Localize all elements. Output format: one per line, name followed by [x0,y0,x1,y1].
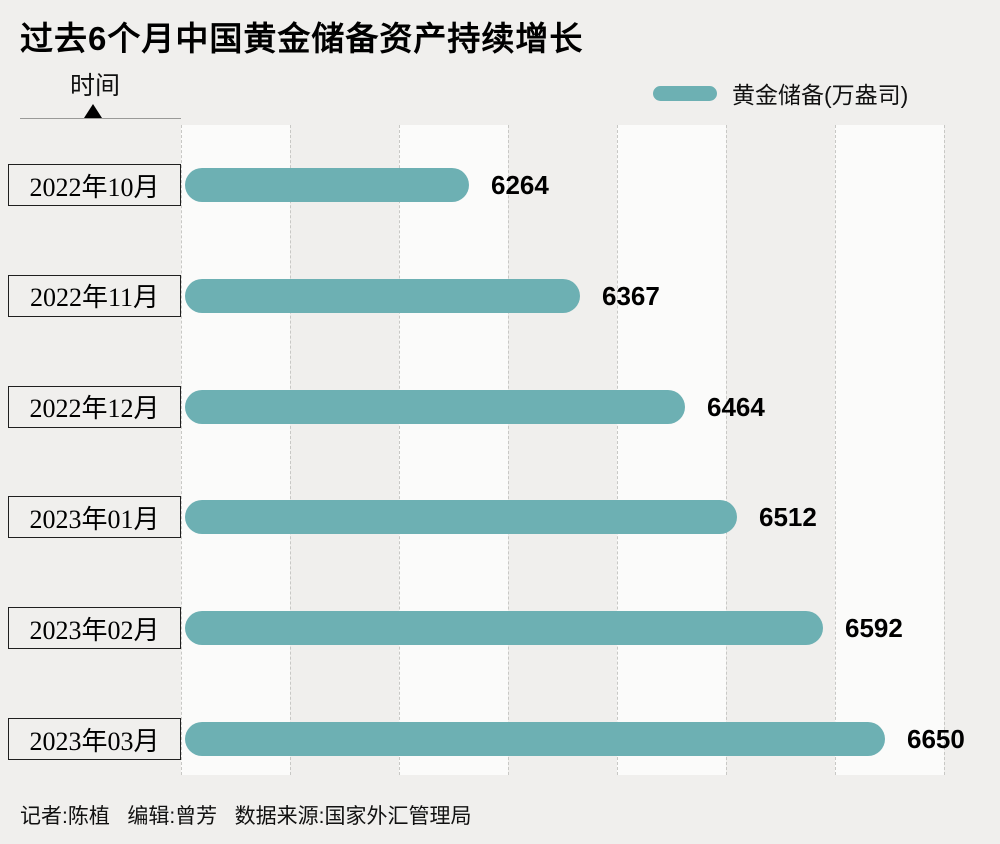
background-band [508,125,617,775]
legend: 黄金储备(万盎司) [653,76,908,110]
value-label: 6650 [907,724,965,754]
gridline [617,125,618,775]
gridline [944,125,945,775]
bar [185,389,685,424]
time-axis: 时间 [20,66,181,119]
background-band [835,125,944,775]
gridline [399,125,400,775]
category-label: 2022年11月 [8,274,181,317]
gridline [508,125,509,775]
background-band [944,125,1000,775]
gridline [290,125,291,775]
bar [185,722,885,756]
value-label: 6367 [602,280,660,311]
category-label: 2022年10月 [8,164,181,206]
source-credits: 记者:陈植 编辑:曾芳 数据来源:国家外汇管理局 [20,805,472,828]
value-label: 6592 [845,613,903,644]
background-band [617,125,726,775]
chart-title: 过去6个月中国黄金储备资产持续增长 [20,20,584,57]
value-label: 6464 [707,391,765,422]
bar [185,611,823,646]
gridline [181,125,182,775]
axis-arrow-up-icon [84,104,102,118]
bar [185,500,737,535]
value-label: 6264 [491,170,549,200]
legend-label: 黄金储备(万盎司) [732,82,909,108]
bar [185,168,469,202]
gridline [726,125,727,775]
category-label: 2022年12月 [8,385,181,428]
category-label: 2023年01月 [8,496,181,539]
gridline [835,125,836,775]
plot-area: 2022年10月 6264 2022年11月 6367 2022年12月 6464 2023… [0,125,1000,775]
legend-swatch-icon [653,85,717,101]
time-axis-label: 时间 [70,72,121,100]
background-band [399,125,508,775]
category-label: 2023年03月 [8,718,181,760]
plot-bands [181,125,1000,775]
bar [185,278,580,313]
background-band [290,125,399,775]
value-label: 6512 [759,502,817,533]
category-label: 2023年02月 [8,607,181,650]
background-band [726,125,835,775]
background-band [181,125,290,775]
